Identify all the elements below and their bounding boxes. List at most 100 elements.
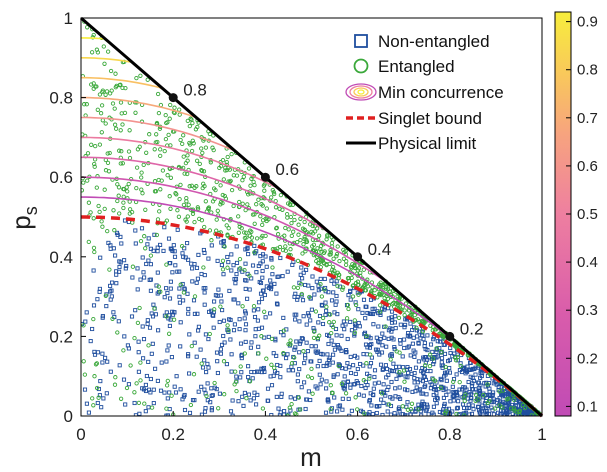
entangled-point xyxy=(305,374,311,379)
entangled-point xyxy=(272,365,277,370)
non-entangled-point xyxy=(136,369,141,374)
non-entangled-point xyxy=(146,236,151,241)
non-entangled-point xyxy=(178,320,183,325)
entangled-point xyxy=(94,185,99,190)
entangled-point xyxy=(175,208,180,213)
non-entangled-point xyxy=(103,355,108,360)
colorbar-ticks: 0.1 0.2 0.3 0.4 0.5 0.6 0.7 0.8 0.9 xyxy=(566,14,598,415)
entangled-point xyxy=(260,222,265,228)
non-entangled-point xyxy=(297,319,302,324)
non-entangled-point xyxy=(295,294,300,300)
axis-ticks: 0 0.2 0.4 0.6 0.8 1 0 0.2 0.4 0.6 0.8 1 xyxy=(49,9,546,444)
entangled-point xyxy=(380,282,386,288)
entangled-point xyxy=(213,187,218,193)
entangled-point xyxy=(190,138,195,143)
non-entangled-point xyxy=(258,291,264,296)
entangled-point xyxy=(226,328,231,333)
non-entangled-point xyxy=(460,367,466,372)
non-entangled-point xyxy=(310,274,315,279)
non-entangled-point xyxy=(367,364,372,369)
non-entangled-point xyxy=(187,371,192,376)
non-entangled-point xyxy=(354,323,359,328)
non-entangled-point xyxy=(285,269,290,274)
non-entangled-point xyxy=(400,354,405,359)
entangled-point xyxy=(164,262,169,267)
entangled-point xyxy=(81,323,86,328)
non-entangled-point xyxy=(299,265,304,270)
non-entangled-point xyxy=(152,232,157,237)
non-entangled-point xyxy=(177,294,182,299)
non-entangled-point xyxy=(252,243,257,248)
non-entangled-point xyxy=(380,367,385,372)
entangled-point xyxy=(140,191,145,196)
entangled-point xyxy=(143,207,148,212)
non-entangled-point xyxy=(250,376,255,381)
non-entangled-point xyxy=(335,343,340,348)
non-entangled-point xyxy=(281,333,286,338)
entangled-point xyxy=(315,335,321,341)
non-entangled-point xyxy=(468,360,473,366)
entangled-point xyxy=(102,61,107,66)
legend-marker-entangled xyxy=(353,58,369,74)
marked-point-label: 0.2 xyxy=(460,319,484,338)
entangled-point xyxy=(166,331,172,336)
non-entangled-point xyxy=(461,366,466,371)
non-entangled-point xyxy=(335,372,340,377)
non-entangled-point xyxy=(437,339,443,344)
non-entangled-point xyxy=(292,347,297,352)
entangled-point xyxy=(330,264,336,270)
y-axis-label: ps xyxy=(6,206,41,229)
entangled-point xyxy=(298,216,303,221)
non-entangled-point xyxy=(299,336,304,341)
non-entangled-point xyxy=(260,268,265,274)
non-entangled-point xyxy=(202,302,207,307)
entangled-point xyxy=(259,334,264,339)
non-entangled-point xyxy=(489,405,494,410)
entangled-point xyxy=(110,101,116,106)
entangled-point xyxy=(90,35,95,40)
min-concurrence-curve xyxy=(81,156,331,234)
entangled-point xyxy=(127,128,132,133)
entangled-point xyxy=(297,407,303,412)
non-entangled-point xyxy=(172,384,177,389)
entangled-point xyxy=(296,395,302,400)
non-entangled-point xyxy=(155,270,160,275)
entangled-point xyxy=(91,216,96,221)
entangled-point xyxy=(242,230,247,235)
non-entangled-point xyxy=(234,272,239,277)
non-entangled-point xyxy=(447,365,452,371)
non-entangled-point xyxy=(355,366,360,372)
legend-label-non-entangled: Non-entangled xyxy=(378,32,490,51)
non-entangled-point xyxy=(340,407,345,412)
entangled-point xyxy=(121,194,126,199)
entangled-point xyxy=(152,189,158,194)
non-entangled-point xyxy=(90,326,95,332)
non-entangled-point xyxy=(150,314,156,319)
entangled-point xyxy=(344,316,350,321)
colorbar-tick-label: 0.2 xyxy=(577,350,598,367)
non-entangled-point xyxy=(339,333,344,338)
entangled-point xyxy=(240,201,245,206)
non-entangled-point xyxy=(162,390,167,395)
non-entangled-point xyxy=(329,409,334,414)
non-entangled-point xyxy=(237,327,242,332)
entangled-point xyxy=(314,226,320,231)
non-entangled-point xyxy=(263,315,268,320)
entangled-point xyxy=(160,168,166,173)
non-entangled-point xyxy=(192,262,197,267)
non-entangled-point xyxy=(420,391,425,396)
non-entangled-point xyxy=(313,349,318,354)
physical-limit-line xyxy=(80,16,543,418)
non-entangled-point xyxy=(221,243,226,248)
non-entangled-point xyxy=(219,299,224,304)
entangled-point xyxy=(228,178,233,184)
non-entangled-point xyxy=(114,272,119,277)
min-concurrence-curve xyxy=(81,76,165,91)
non-entangled-point xyxy=(332,281,337,286)
entangled-point xyxy=(378,303,383,308)
entangled-point xyxy=(383,324,388,329)
entangled-point xyxy=(138,238,144,244)
entangled-point xyxy=(328,406,333,412)
non-entangled-point xyxy=(304,397,309,402)
